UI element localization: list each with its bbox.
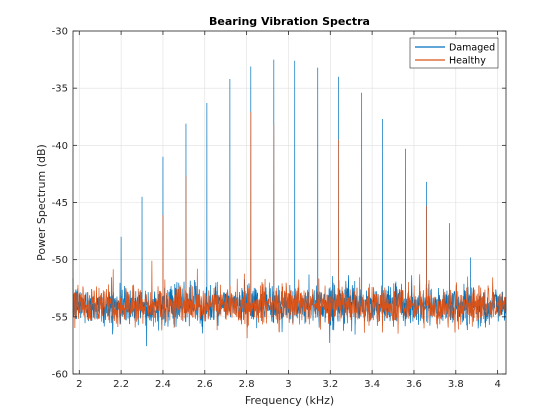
y-axis-label: Power Spectrum (dB) (35, 144, 48, 261)
x-tick-label: 2.8 (239, 379, 255, 390)
legend-box (409, 37, 499, 69)
ticks: 2 2.2 2.4 2.6 2.8 3 3.2 3.4 3.6 3.8 4 -60 -55 -50 -45 -… (52, 27, 506, 390)
legend-label-damaged: Damaged (449, 43, 495, 54)
x-tick-label: 2.4 (155, 379, 171, 390)
chart-title: Bearing Vibration Spectra (209, 15, 370, 28)
series-layer (72, 59, 507, 347)
x-tick-label: 2 (76, 379, 82, 390)
x-tick-label: 3.8 (448, 379, 464, 390)
y-tick-label: -45 (52, 198, 68, 209)
y-tick-label: -55 (52, 312, 68, 323)
y-tick-label: -35 (52, 84, 68, 95)
x-tick-label: 4 (494, 379, 500, 390)
y-tick-label: -30 (52, 27, 68, 38)
y-tick-label: -60 (52, 370, 68, 381)
x-axis-label: Frequency (kHz) (245, 394, 334, 407)
legend-label-healthy: Healthy (449, 56, 486, 67)
x-tick-label: 2.2 (113, 379, 129, 390)
x-tick-label: 3.2 (322, 379, 338, 390)
x-tick-label: 3.6 (406, 379, 422, 390)
series-line-healthy (72, 112, 507, 339)
legend: Damaged Healthy (409, 37, 499, 69)
x-tick-label: 3.4 (364, 379, 380, 390)
y-tick-label: -50 (52, 255, 68, 266)
x-tick-label: 2.6 (197, 379, 213, 390)
y-tick-label: -40 (52, 141, 68, 152)
x-tick-label: 3 (285, 379, 291, 390)
